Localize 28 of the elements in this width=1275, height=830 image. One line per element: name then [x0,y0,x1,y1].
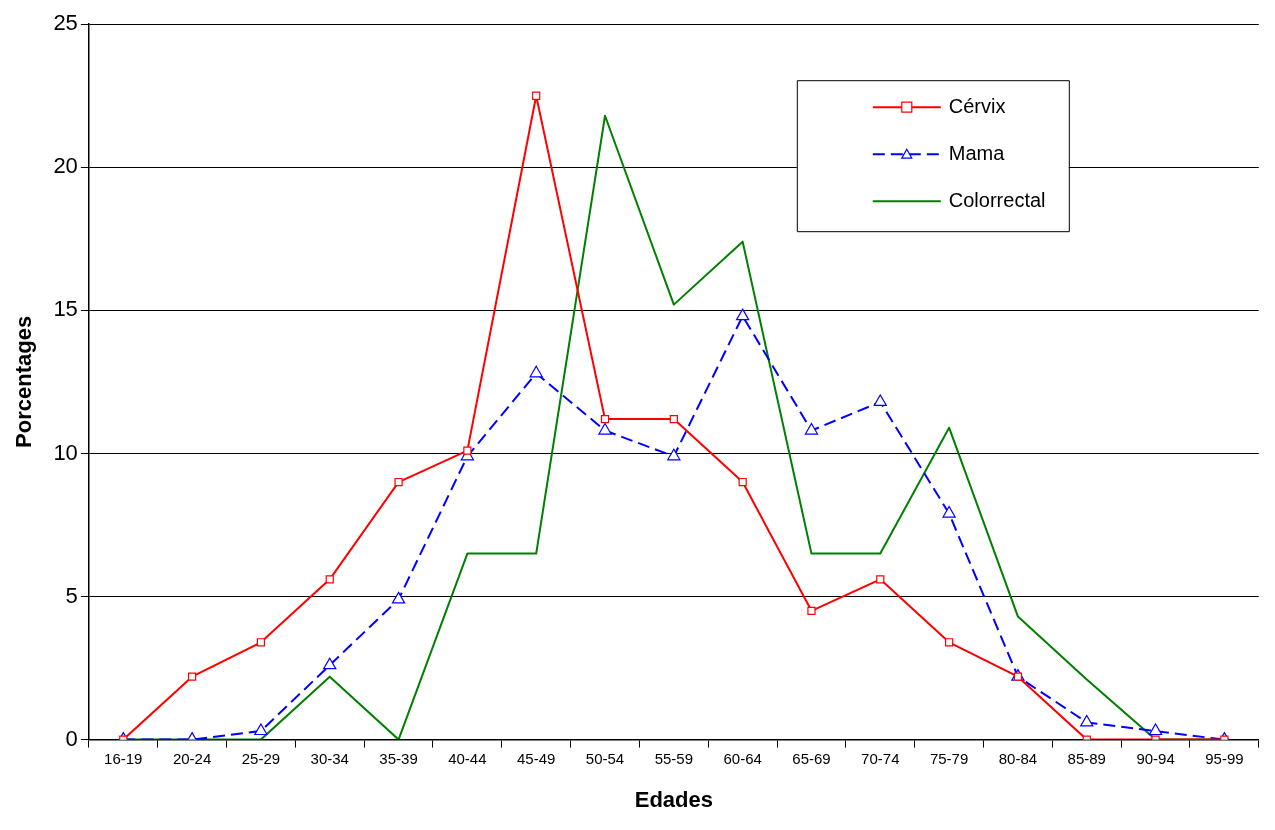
x-tick-label: 40-44 [448,749,487,767]
x-tick-label: 60-64 [723,749,762,767]
x-tick-label: 45-49 [517,749,556,767]
x-tick-label: 25-29 [241,749,281,767]
y-tick-label: 15 [53,296,78,322]
legend-label: Colorrectal [948,188,1046,211]
y-tick-label: 10 [53,439,78,465]
x-tick-label: 95-99 [1205,749,1244,767]
x-tick-label: 90-94 [1136,749,1175,767]
x-tick-label: 80-84 [998,749,1038,767]
y-tick-label: 20 [53,153,78,179]
x-tick-label: 30-34 [310,749,349,767]
y-axis-title: Porcentages [11,315,37,448]
x-tick-label: 16-19 [104,749,143,767]
x-tick-label: 65-69 [792,749,831,767]
x-tick-label: 55-59 [654,749,694,767]
legend-label: Mama [948,141,1006,164]
x-axis-title: Edades [634,786,713,812]
x-tick-label: 70-74 [861,749,900,767]
x-tick-label: 35-39 [379,749,418,767]
y-tick-label: 0 [65,725,78,751]
y-tick-label: 25 [53,10,78,36]
x-tick-label: 20-24 [172,749,212,767]
x-tick-label: 75-79 [929,749,969,767]
x-tick-label: 85-89 [1067,749,1106,767]
legend-label: Cérvix [948,94,1006,117]
x-tick-label: 50-54 [585,749,625,767]
y-tick-label: 5 [65,582,78,608]
